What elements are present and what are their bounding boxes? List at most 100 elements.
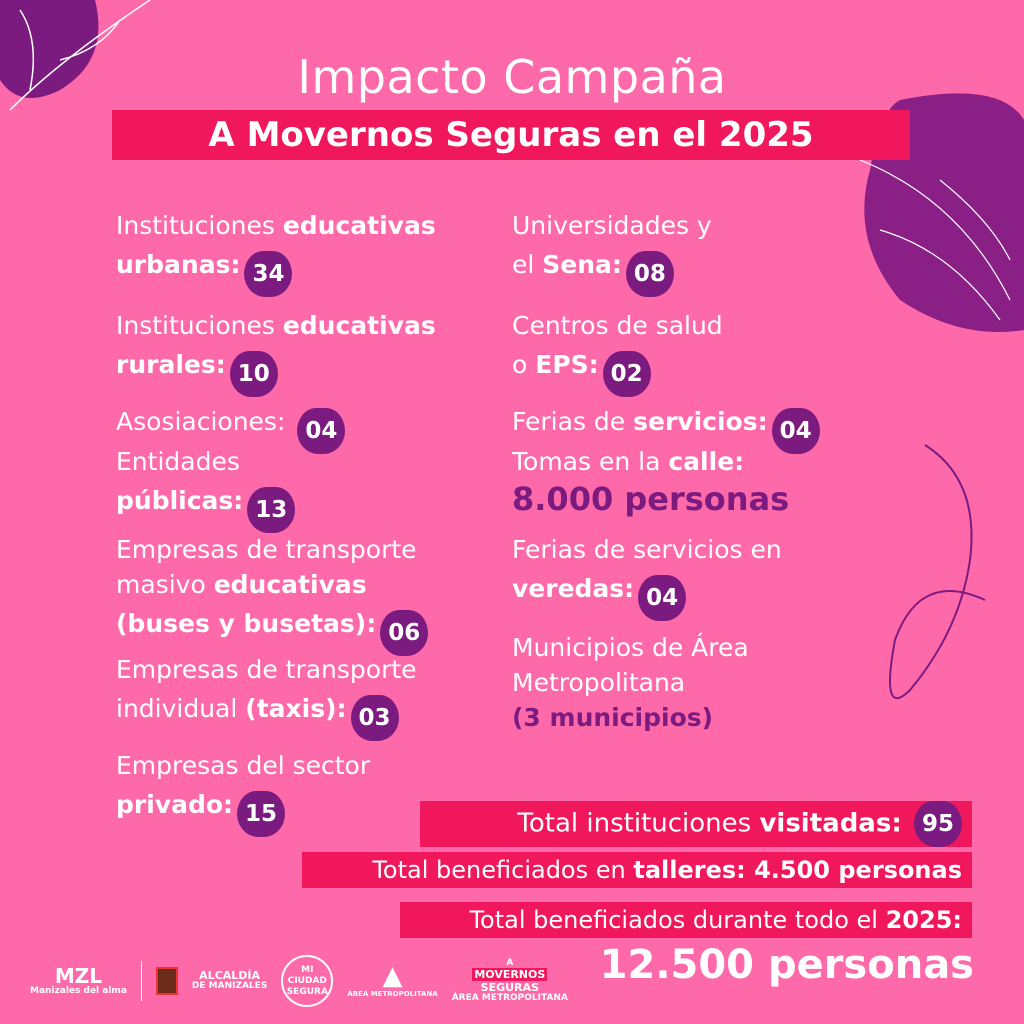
stat-item: Instituciones educativas urbanas: 34 <box>116 208 436 297</box>
stat-label-bold: públicas: <box>116 486 244 515</box>
stat-item: Universidades y el Sena: 08 <box>512 208 712 297</box>
total-visited-label: Total instituciones <box>517 808 760 839</box>
stat-label: Empresas de transporte <box>116 535 417 564</box>
stat-label-bold: Sena: <box>542 250 622 279</box>
mi-ciudad-logo: MI CIUDAD SEGURA <box>281 955 334 1007</box>
stat-item: Empresas de transporte individual (taxis)… <box>116 652 417 741</box>
total-workshops-bold: talleres: 4.500 personas <box>633 856 962 884</box>
stat-value-badge: 34 <box>244 251 293 297</box>
stat-label-bold: servicios: <box>633 407 768 436</box>
stat-line: rurales: 10 <box>116 343 436 397</box>
total-2025-bold: 2025: <box>885 906 962 934</box>
stat-item: Entidades públicas: 13 <box>116 444 296 533</box>
shield-icon <box>155 967 178 995</box>
stat-value-badge: 03 <box>350 695 399 741</box>
stat-value-badge: 06 <box>380 610 429 656</box>
stat-label-bold: educativas <box>282 211 436 240</box>
campaign-subtitle: A Movernos Seguras en el 2025 <box>112 110 910 160</box>
stat-highlight: 8.000 personas <box>512 480 790 518</box>
page-title: Impacto Campaña <box>297 50 727 104</box>
stat-label: Entidades <box>116 447 240 476</box>
mi-ciudad-text: MI CIUDAD <box>287 964 327 986</box>
stat-line: veredas: 04 <box>512 567 782 621</box>
stat-line: públicas: 13 <box>116 479 296 533</box>
stat-value-badge: 15 <box>237 791 286 837</box>
stat-line: Ferias de servicios: 04 <box>512 400 820 454</box>
stat-label: individual <box>116 694 246 723</box>
stat-line: Entidades <box>116 444 295 479</box>
movernos-seguras-logo: A MOVERNOS SEGURAS ÁREA METROPOLITANA <box>452 958 568 1004</box>
stat-item: Ferias de servicios: 04 <box>512 400 820 454</box>
stat-value-badge: 08 <box>625 251 674 297</box>
stat-line: Ferias de servicios en <box>512 532 782 567</box>
stat-line: privado: 15 <box>116 783 370 837</box>
stat-label: Asosiaciones: <box>116 407 294 436</box>
stat-line: individual (taxis): 03 <box>116 687 417 741</box>
stat-label: Metropolitana <box>512 668 686 697</box>
stat-label-bold: educativas <box>282 311 436 340</box>
alcaldia-text: ALCALDÍA <box>199 969 261 982</box>
stat-item: Asosiaciones: 04 <box>116 400 346 454</box>
stat-line: Universidades y <box>512 208 712 243</box>
stat-line: Empresas de transporte <box>116 532 428 567</box>
stat-label-bold: veredas: <box>512 574 635 603</box>
stat-line: o EPS: 02 <box>512 343 723 397</box>
stat-label: Municipios de Área <box>512 633 749 662</box>
total-visited-bar: Total instituciones visitadas: 95 <box>420 801 972 847</box>
total-visited-bold: visitadas: <box>759 808 902 839</box>
stat-line: Centros de salud <box>512 308 723 343</box>
stat-line: Empresas del sector <box>116 748 370 783</box>
stat-label: Empresas del sector <box>116 751 371 780</box>
stat-value-badge: 04 <box>297 408 346 454</box>
stat-item: Empresas de transporte masivo educativas (… <box>116 532 429 656</box>
area-text: ÁREA METROPOLITANA <box>347 989 438 998</box>
stat-label-bold: (buses y busetas): <box>116 609 377 638</box>
stat-label: o <box>512 350 536 379</box>
area-metropolitana-logo: ▲ ÁREA METROPOLITANA <box>347 963 437 1000</box>
stat-label-bold: educativas <box>213 570 367 599</box>
stat-note: (3 municipios) <box>512 703 714 732</box>
stat-label: Ferias de <box>512 407 634 436</box>
stat-label: el <box>512 250 543 279</box>
stat-item: Instituciones educativas rurales: 10 <box>116 308 436 397</box>
stat-label: Empresas de transporte <box>116 655 417 684</box>
stat-line: Metropolitana <box>512 665 749 700</box>
stat-label-bold: (taxis): <box>245 694 347 723</box>
total-workshops-bar: Total beneficiados en talleres: 4.500 pe… <box>302 852 972 888</box>
mountain-icon: ▲ <box>382 960 403 991</box>
stat-item: Municipios de Área Metropolitana (3 munici… <box>512 630 749 735</box>
footer-logos: MZL Manizales del alma ALCALDÍA DE MANIZAL… <box>30 955 568 1007</box>
stat-line: Instituciones educativas <box>116 308 436 343</box>
divider <box>140 961 142 1001</box>
total-visited-badge: 95 <box>914 801 962 847</box>
stat-value-badge: 04 <box>638 575 687 621</box>
mzl-text: MZL <box>54 963 103 988</box>
mov-2: SEGURAS <box>480 981 539 994</box>
stat-value-badge: 10 <box>229 351 278 397</box>
total-workshops-label: Total beneficiados en <box>372 856 634 884</box>
mov-1: MOVERNOS <box>472 968 548 981</box>
stat-label: Ferias de servicios en <box>512 535 782 564</box>
stat-label-bold: privado: <box>116 790 234 819</box>
stat-line: Asosiaciones: 04 <box>116 400 346 454</box>
stat-label: Instituciones <box>116 311 283 340</box>
mzl-sub: Manizales del alma <box>30 985 127 996</box>
stat-label-bold: calle: <box>668 447 745 476</box>
mzl-logo: MZL Manizales del alma <box>30 966 127 997</box>
stat-label-bold: rurales: <box>116 350 226 379</box>
stat-line: Municipios de Área <box>512 630 749 665</box>
stat-item: Centros de salud o EPS: 02 <box>512 308 723 397</box>
total-2025-bar: Total beneficiados durante todo el 2025: <box>400 902 972 938</box>
stat-item: Empresas del sector privado: 15 <box>116 748 370 837</box>
stat-line: masivo educativas <box>116 567 428 602</box>
stat-line: Empresas de transporte <box>116 652 417 687</box>
stat-value-badge: 04 <box>771 408 820 454</box>
final-total: 12.500 personas <box>599 942 974 988</box>
stat-line: urbanas: 34 <box>116 243 436 297</box>
stat-label: Instituciones <box>116 211 283 240</box>
stat-label-bold: urbanas: <box>116 250 241 279</box>
stat-label-bold: EPS: <box>535 350 599 379</box>
stat-label: Tomas en la <box>512 447 669 476</box>
stat-line: Tomas en la calle: <box>512 444 789 479</box>
mov-3: ÁREA METROPOLITANA <box>451 993 568 1003</box>
